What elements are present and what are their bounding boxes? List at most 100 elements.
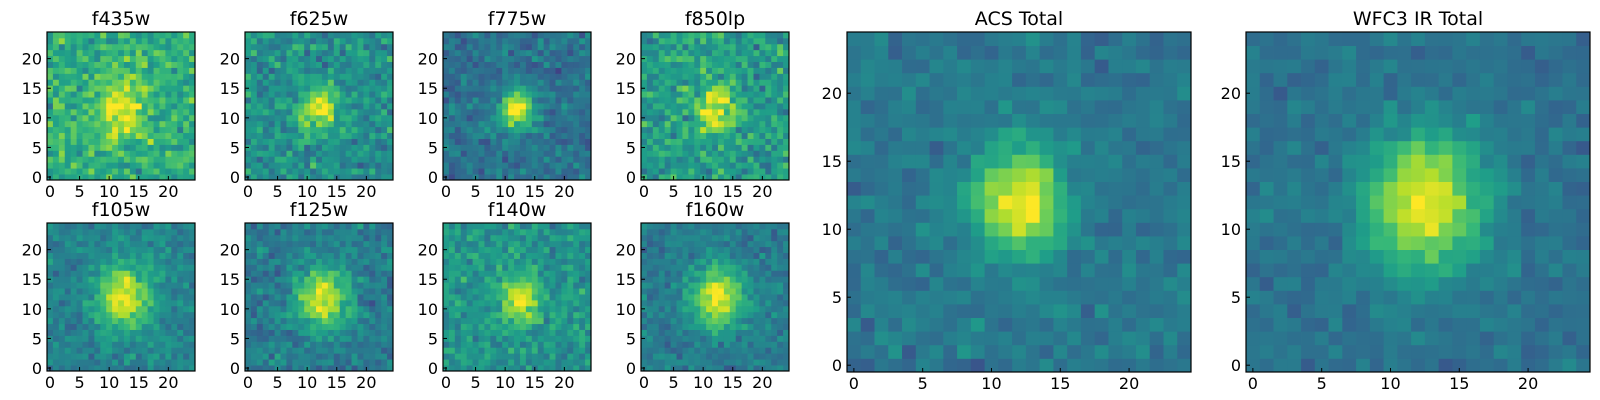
heatmap-cell bbox=[777, 270, 784, 277]
heatmap-cell bbox=[460, 168, 468, 175]
heatmap-cell bbox=[316, 138, 323, 145]
heatmap-cell bbox=[676, 323, 683, 330]
heatmap-cell bbox=[82, 276, 89, 283]
heatmap-cell bbox=[298, 288, 305, 295]
heatmap-cell bbox=[298, 258, 305, 265]
y-tick-label: 20 bbox=[418, 241, 438, 260]
heatmap-cell bbox=[141, 282, 149, 289]
heatmap-cell bbox=[141, 144, 149, 151]
heatmap-cell bbox=[658, 132, 666, 139]
heatmap-cell bbox=[753, 168, 760, 175]
heatmap-cell bbox=[153, 359, 160, 366]
heatmap-cell bbox=[153, 91, 160, 98]
heatmap-cell bbox=[747, 299, 754, 307]
heatmap-cell bbox=[641, 43, 648, 51]
heatmap-cell bbox=[165, 126, 172, 134]
heatmap-cell bbox=[262, 150, 270, 157]
heatmap-cell bbox=[189, 258, 196, 265]
heatmap-cell bbox=[706, 138, 713, 145]
heatmap-cell bbox=[466, 55, 473, 62]
heatmap-cell bbox=[177, 347, 184, 354]
heatmap-cell bbox=[147, 132, 154, 139]
heatmap-cell bbox=[502, 37, 509, 45]
heatmap-cell bbox=[153, 335, 160, 342]
heatmap-cell bbox=[112, 335, 119, 342]
heatmap-cell bbox=[339, 120, 347, 128]
heatmap-cell bbox=[525, 144, 533, 151]
heatmap-cell bbox=[316, 335, 323, 342]
heatmap-cell bbox=[466, 234, 473, 242]
heatmap-cell bbox=[316, 114, 323, 122]
heatmap-cell bbox=[466, 162, 473, 169]
heatmap-cell bbox=[700, 341, 707, 348]
heatmap-cell bbox=[159, 168, 166, 175]
heatmap-cell bbox=[783, 311, 790, 319]
heatmap-cell bbox=[141, 252, 149, 259]
heatmap-cell bbox=[484, 126, 491, 134]
heatmap-cell bbox=[357, 246, 364, 253]
heatmap-cell bbox=[183, 252, 190, 259]
heatmap-cell bbox=[573, 264, 580, 271]
heatmap-cell bbox=[448, 329, 456, 336]
heatmap-cell bbox=[573, 223, 580, 230]
heatmap-cell bbox=[508, 138, 515, 145]
heatmap-cell bbox=[316, 288, 323, 295]
heatmap-cell bbox=[688, 67, 695, 74]
heatmap-cell bbox=[94, 156, 101, 163]
heatmap-cell bbox=[676, 114, 683, 122]
heatmap-cell bbox=[658, 282, 666, 289]
heatmap-cell bbox=[496, 43, 503, 51]
heatmap-cell bbox=[177, 103, 184, 110]
heatmap-cell bbox=[496, 323, 503, 330]
heatmap-cell bbox=[100, 174, 107, 181]
panel-title: f140w bbox=[488, 199, 547, 221]
heatmap-cell bbox=[525, 282, 533, 289]
heatmap-cell bbox=[58, 85, 66, 92]
heatmap-cell bbox=[292, 79, 299, 86]
heatmap-cell bbox=[537, 61, 545, 68]
heatmap-cell bbox=[682, 144, 689, 151]
heatmap-cell bbox=[641, 132, 648, 139]
heatmap-cell bbox=[670, 270, 677, 277]
heatmap-cell bbox=[357, 299, 364, 307]
heatmap-cell bbox=[256, 43, 264, 51]
heatmap-cell bbox=[256, 234, 264, 242]
heatmap-cell bbox=[466, 282, 473, 289]
heatmap-cell bbox=[723, 67, 731, 74]
heatmap-cell bbox=[165, 61, 172, 68]
heatmap-cell bbox=[345, 126, 352, 134]
heatmap-cell bbox=[676, 103, 683, 110]
heatmap-cell bbox=[135, 335, 143, 342]
heatmap-cell bbox=[759, 132, 766, 139]
heatmap-cell bbox=[304, 258, 311, 265]
heatmap-cell bbox=[585, 353, 592, 360]
heatmap-cell bbox=[549, 108, 556, 116]
heatmap-cell bbox=[304, 156, 311, 163]
heatmap-cell bbox=[47, 359, 54, 366]
heatmap-cell bbox=[316, 43, 323, 51]
heatmap-cell bbox=[753, 91, 760, 98]
heatmap-cell bbox=[375, 85, 382, 92]
heatmap-cell bbox=[729, 282, 737, 289]
heatmap-cell bbox=[123, 168, 131, 175]
heatmap-cell bbox=[129, 156, 137, 163]
heatmap-cell bbox=[555, 335, 562, 342]
heatmap-cell bbox=[646, 258, 654, 265]
heatmap-cell bbox=[531, 282, 539, 289]
heatmap-cell bbox=[490, 156, 497, 163]
heatmap-cell bbox=[783, 55, 790, 62]
heatmap-cell bbox=[135, 150, 143, 157]
heatmap-cell bbox=[94, 359, 101, 366]
heatmap-cell bbox=[472, 299, 479, 307]
heatmap-cell bbox=[70, 79, 77, 86]
heatmap-cell bbox=[165, 73, 172, 80]
heatmap-cell bbox=[76, 120, 83, 128]
heatmap-cell bbox=[321, 79, 329, 86]
heatmap-cell bbox=[387, 223, 394, 230]
heatmap-cell bbox=[112, 120, 119, 128]
heatmap-cell bbox=[52, 240, 60, 248]
heatmap-cell bbox=[106, 288, 113, 295]
heatmap-cell bbox=[76, 103, 83, 110]
heatmap-cell bbox=[729, 329, 737, 336]
